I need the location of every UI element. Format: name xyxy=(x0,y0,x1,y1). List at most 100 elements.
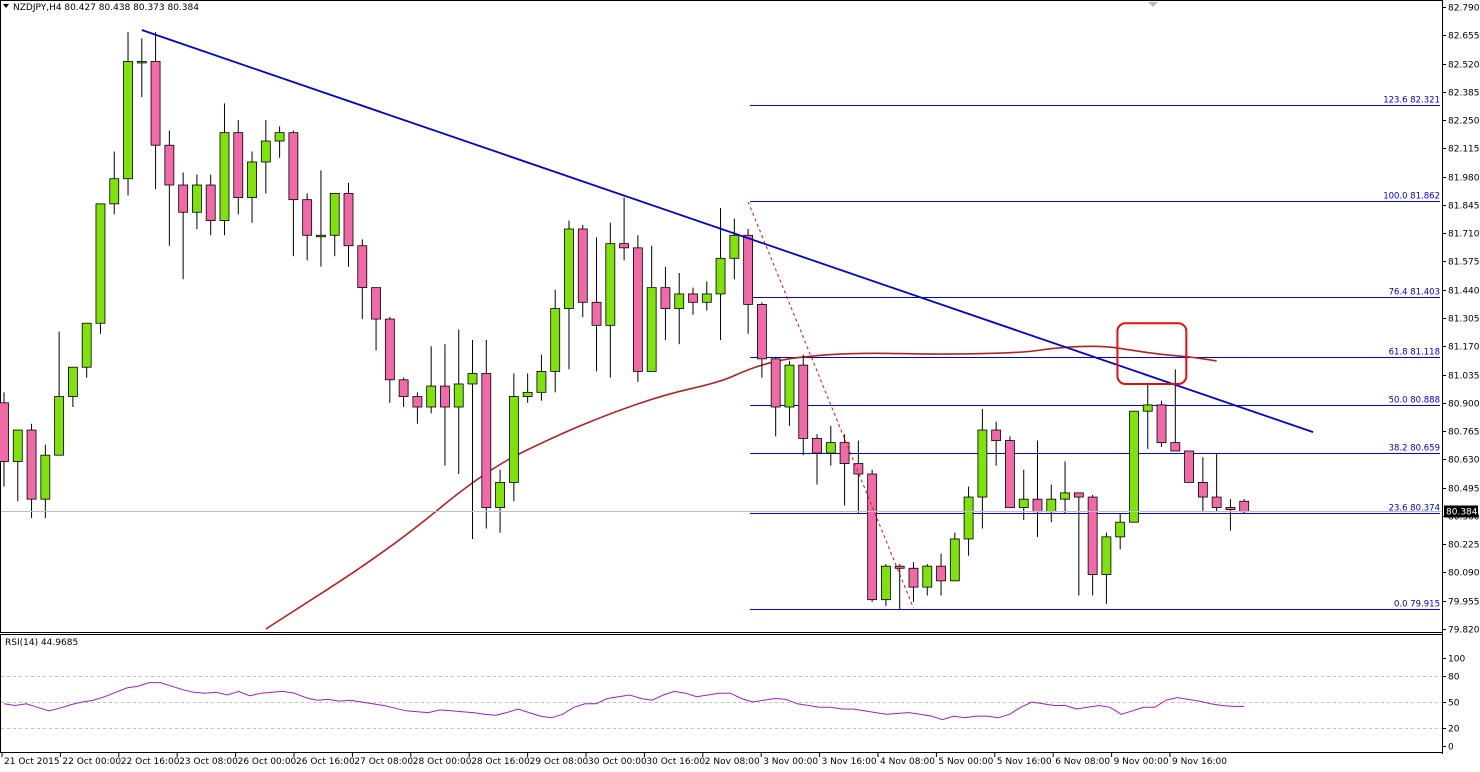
bull-candle-body xyxy=(192,184,202,213)
candle xyxy=(922,564,933,596)
bull-candle-body xyxy=(977,429,988,498)
candle xyxy=(715,208,726,340)
bear-candle-body xyxy=(991,429,1002,441)
candles xyxy=(0,32,1250,611)
candle xyxy=(701,281,712,311)
time-tick-label: 26 Oct 16:00 xyxy=(296,757,355,767)
time-tick-label: 3 Nov 00:00 xyxy=(763,757,818,767)
bear-candle-body xyxy=(619,243,629,249)
bull-candle-body xyxy=(825,442,836,454)
bear-candle-body xyxy=(371,287,381,320)
time-axis: 21 Oct 2015 22 Oct 00:00 22 Oct 16:00 23 Oc… xyxy=(1,753,1227,767)
moving-average xyxy=(265,345,1217,630)
rsi-tick-label: 50 xyxy=(1448,699,1460,709)
scroll-marker-icon[interactable] xyxy=(1148,2,1158,7)
time-tick-label: 6 Nov 08:00 xyxy=(1055,757,1110,767)
candle xyxy=(123,32,133,196)
candle xyxy=(536,354,547,401)
candle xyxy=(164,130,175,246)
candle xyxy=(1060,461,1070,514)
candle xyxy=(288,130,299,257)
bull-candle-body xyxy=(247,161,257,198)
candle xyxy=(329,192,340,257)
bear-candle-body xyxy=(481,373,492,508)
ma-line xyxy=(265,345,1217,630)
candle xyxy=(839,434,850,506)
highlight-box xyxy=(1116,322,1188,385)
candle xyxy=(508,373,519,502)
candle xyxy=(1101,532,1112,604)
bear-candle-body xyxy=(1032,498,1043,513)
bull-candle-body xyxy=(1142,404,1153,412)
bull-candle-body xyxy=(536,371,547,393)
candle xyxy=(564,220,574,370)
price-tick-label: 80.900 xyxy=(1448,400,1480,410)
candle xyxy=(316,170,326,267)
candle xyxy=(40,444,51,519)
candle xyxy=(1142,383,1153,449)
trendline-layer xyxy=(141,29,1314,609)
trendline xyxy=(141,29,1314,433)
bear-candle-body xyxy=(150,61,161,146)
chart-menu-arrow-icon[interactable] xyxy=(3,4,9,8)
fibonacci-retracement: 123.6 82.321 100.0 81.862 76.4 81.403 61.8 … xyxy=(750,96,1440,610)
candle xyxy=(729,218,740,280)
candle xyxy=(426,346,437,414)
candle xyxy=(1046,484,1057,523)
candle xyxy=(949,532,960,582)
bear-candle-body xyxy=(233,132,244,198)
price-tick-label: 81.440 xyxy=(1448,287,1480,297)
candle xyxy=(192,174,202,229)
candle xyxy=(412,392,423,424)
bear-candle-body xyxy=(660,287,671,309)
price-tick-label: 82.385 xyxy=(1448,89,1480,99)
bear-candle-body xyxy=(894,565,905,569)
bear-candle-body xyxy=(688,293,698,303)
bear-candle-body xyxy=(178,184,189,213)
bear-candle-body xyxy=(398,379,409,397)
rsi-line xyxy=(3,682,1245,721)
candle xyxy=(1184,450,1194,483)
bull-candle-body xyxy=(40,454,51,500)
candle xyxy=(674,272,685,345)
bear-candle-body xyxy=(1073,492,1084,498)
bull-candle-body xyxy=(646,287,657,372)
candle xyxy=(991,421,1002,466)
rsi-tick-label: 0 xyxy=(1448,743,1454,753)
bull-candle-body xyxy=(316,234,326,238)
candle xyxy=(1005,436,1015,508)
candle xyxy=(1073,492,1084,596)
candle xyxy=(825,425,836,466)
bear-candle-body xyxy=(812,438,822,454)
time-tick-label: 4 Nov 08:00 xyxy=(880,757,935,767)
bear-candle-body xyxy=(1197,482,1208,498)
bull-candle-body xyxy=(949,538,960,582)
bull-candle-body xyxy=(522,391,533,397)
bull-candle-body xyxy=(963,496,974,540)
bull-candle-body xyxy=(467,373,478,385)
bear-candle-body xyxy=(853,463,864,475)
bull-candle-body xyxy=(922,565,933,588)
candle xyxy=(646,245,657,372)
bear-candle-body xyxy=(205,184,216,222)
candle xyxy=(660,266,671,340)
time-tick-label: 9 Nov 16:00 xyxy=(1172,757,1227,767)
candle xyxy=(1211,453,1222,512)
bull-candle-body xyxy=(68,366,78,397)
bull-candle-body xyxy=(81,322,92,368)
candle xyxy=(95,203,106,334)
main-panel-frame xyxy=(0,0,1443,633)
price-tick-label: 82.655 xyxy=(1448,32,1480,42)
bull-candle-body xyxy=(260,140,271,163)
price-tick-label: 82.115 xyxy=(1448,145,1480,155)
candle xyxy=(977,409,988,529)
time-tick-label: 29 Oct 08:00 xyxy=(530,757,589,767)
bull-candle-body xyxy=(550,308,561,372)
candle xyxy=(757,302,767,378)
bear-candle-body xyxy=(591,301,602,326)
candle xyxy=(371,287,381,351)
symbol-info: NZDJPY,H4 80.427 80.438 80.373 80.384 xyxy=(13,3,199,13)
price-tick-label: 81.305 xyxy=(1448,315,1480,325)
bull-candle-body xyxy=(136,61,147,64)
bull-candle-body xyxy=(219,132,230,222)
